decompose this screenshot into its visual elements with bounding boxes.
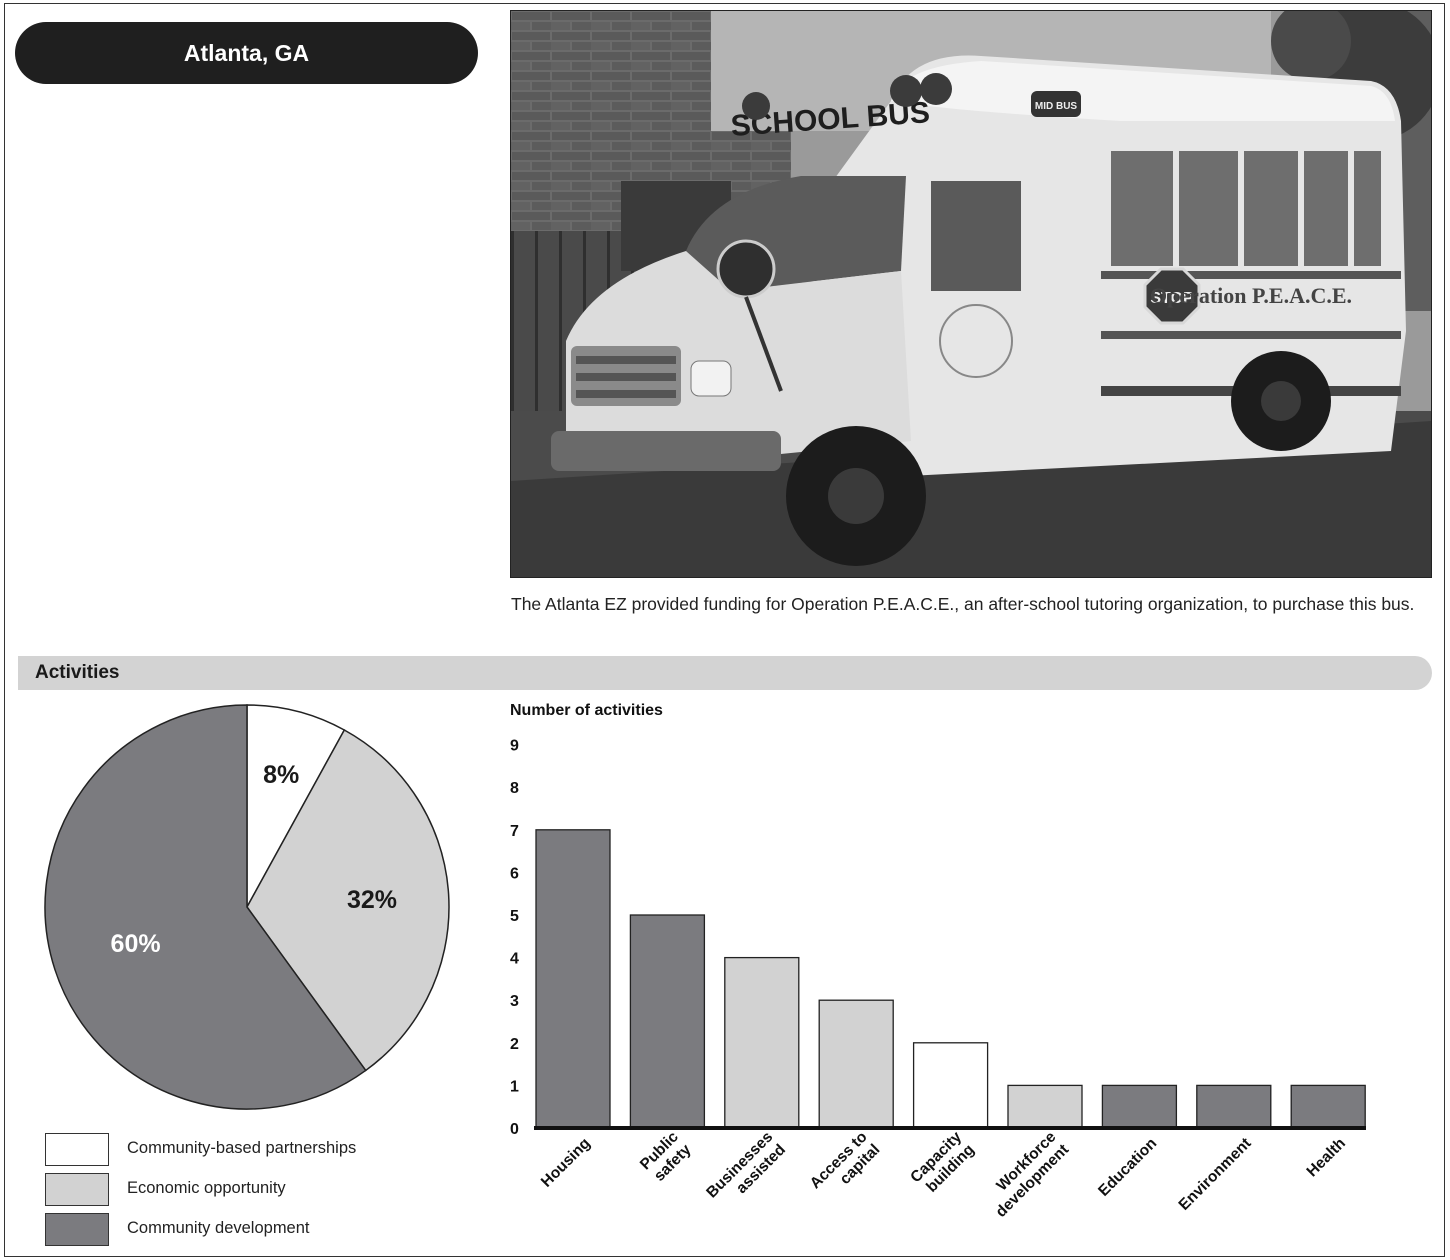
x-tick-label: Education: [1095, 1135, 1160, 1200]
pie-slice-community-based-partnerships: [246, 704, 346, 908]
legend-label: Economic opportunity: [127, 1179, 286, 1197]
bus-side-lettering: Operation P.E.A.C.E.: [1150, 283, 1352, 308]
bus-photo-illustration: STOP Operation P.E.A.C.E. SCHOOL BUS MID…: [511, 11, 1431, 577]
legend-swatch: [45, 1213, 109, 1246]
y-tick-label: 0: [510, 1121, 519, 1138]
legend-swatch: [45, 1173, 109, 1206]
bar-housing: [535, 829, 611, 1129]
y-tick-label: 6: [510, 865, 519, 882]
x-tick-label: Access tocapital: [807, 1128, 884, 1205]
bar-public-safety: [629, 914, 706, 1129]
section-title: Activities: [35, 662, 120, 683]
pie-slice-label: 32%: [347, 886, 397, 914]
x-tick-label: Businessesassisted: [703, 1128, 789, 1214]
legend-label: Community-based partnerships: [127, 1139, 357, 1157]
activities-pie-chart: 8% 32% 60%: [44, 704, 450, 1110]
photo-caption: The Atlanta EZ provided funding for Oper…: [511, 594, 1415, 614]
x-tick-label-line: Education: [1095, 1135, 1160, 1200]
pie-slice-economic-opportunity: [246, 728, 450, 1072]
x-tick-label: Publicsafety: [637, 1128, 695, 1186]
bar-businesses-assisted: [724, 956, 800, 1129]
bus-photo: STOP Operation P.E.A.C.E. SCHOOL BUS MID…: [510, 10, 1432, 578]
stop-sign-text: STOP: [1150, 290, 1194, 307]
pie-slice-community-development: [44, 704, 367, 1110]
x-tick-label-line: Health: [1304, 1135, 1350, 1181]
activities-section-header: Activities: [18, 656, 1432, 690]
y-tick-label: 7: [510, 823, 519, 840]
y-tick-label: 3: [510, 993, 519, 1010]
mid-bus-badge: MID BUS: [1035, 101, 1078, 112]
page-frame: [4, 3, 1445, 1257]
activities-bar-chart: 0 1 2 3 4 5 6 7 8 9 Housing Publicsafety Businessesa…: [510, 738, 1366, 1221]
y-tick-label: 9: [510, 738, 519, 755]
x-tick-label-line: Environment: [1176, 1135, 1255, 1214]
y-tick-label: 5: [510, 908, 519, 925]
bar-workforce-development: [1007, 1084, 1083, 1129]
x-tick-label: Health: [1304, 1135, 1350, 1181]
pie-slice-label: 60%: [111, 930, 161, 958]
pie-slice-label: 8%: [263, 761, 299, 789]
y-tick-label: 4: [510, 951, 519, 968]
legend-label: Community development: [127, 1219, 310, 1237]
x-tick-label: Housing: [538, 1135, 594, 1191]
y-tick-label: 2: [510, 1036, 519, 1053]
x-tick-label-line: Housing: [538, 1135, 594, 1191]
bar-capacity-building: [912, 1042, 989, 1129]
x-tick-label: Environment: [1176, 1135, 1255, 1214]
legend-swatch: [45, 1133, 109, 1166]
bar-environment: [1196, 1084, 1272, 1129]
city-title: Atlanta, GA: [15, 22, 478, 84]
x-tick-label: Capacitybuilding: [907, 1128, 978, 1199]
bar-education: [1101, 1084, 1178, 1129]
y-tick-label: 1: [510, 1078, 519, 1095]
bar-health: [1290, 1084, 1366, 1129]
x-tick-label: Workforcedevelopment: [980, 1128, 1073, 1221]
y-tick-label: 8: [510, 780, 519, 797]
bar-chart-ylabel: Number of activities: [510, 702, 663, 719]
bar-access-to-capital: [818, 999, 894, 1129]
